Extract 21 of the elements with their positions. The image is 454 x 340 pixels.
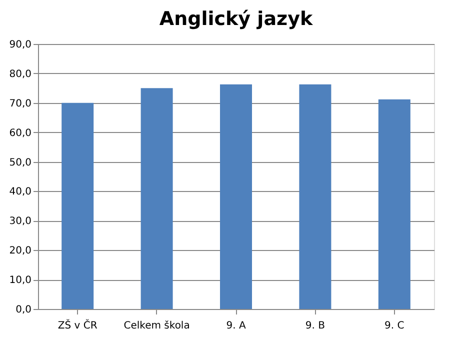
bar (220, 84, 252, 309)
bar (378, 99, 410, 309)
chart-title: Anglický jazyk (159, 8, 313, 30)
bar (299, 84, 332, 309)
x-tick-label: 9. B (305, 320, 326, 332)
y-tick-label: 50,0 (9, 157, 32, 168)
y-tick-label: 30,0 (9, 216, 32, 228)
x-tick-label: ZŠ v ČR (58, 318, 98, 332)
y-tick-label: 60,0 (9, 128, 32, 139)
x-tick-label: 9. A (226, 320, 246, 332)
bar (62, 102, 94, 309)
y-tick-label: 0,0 (16, 304, 32, 316)
y-tick-label: 40,0 (9, 186, 32, 198)
x-tick-label: Celkem škola (124, 320, 190, 332)
x-tick-label: 9. C (384, 320, 404, 332)
bar (140, 88, 173, 309)
y-tick-label: 90,0 (9, 40, 32, 50)
y-tick-label: 20,0 (9, 246, 32, 257)
y-tick-label: 80,0 (9, 68, 32, 80)
y-tick-label: 10,0 (9, 275, 32, 286)
y-tick-label: 70,0 (9, 98, 32, 110)
